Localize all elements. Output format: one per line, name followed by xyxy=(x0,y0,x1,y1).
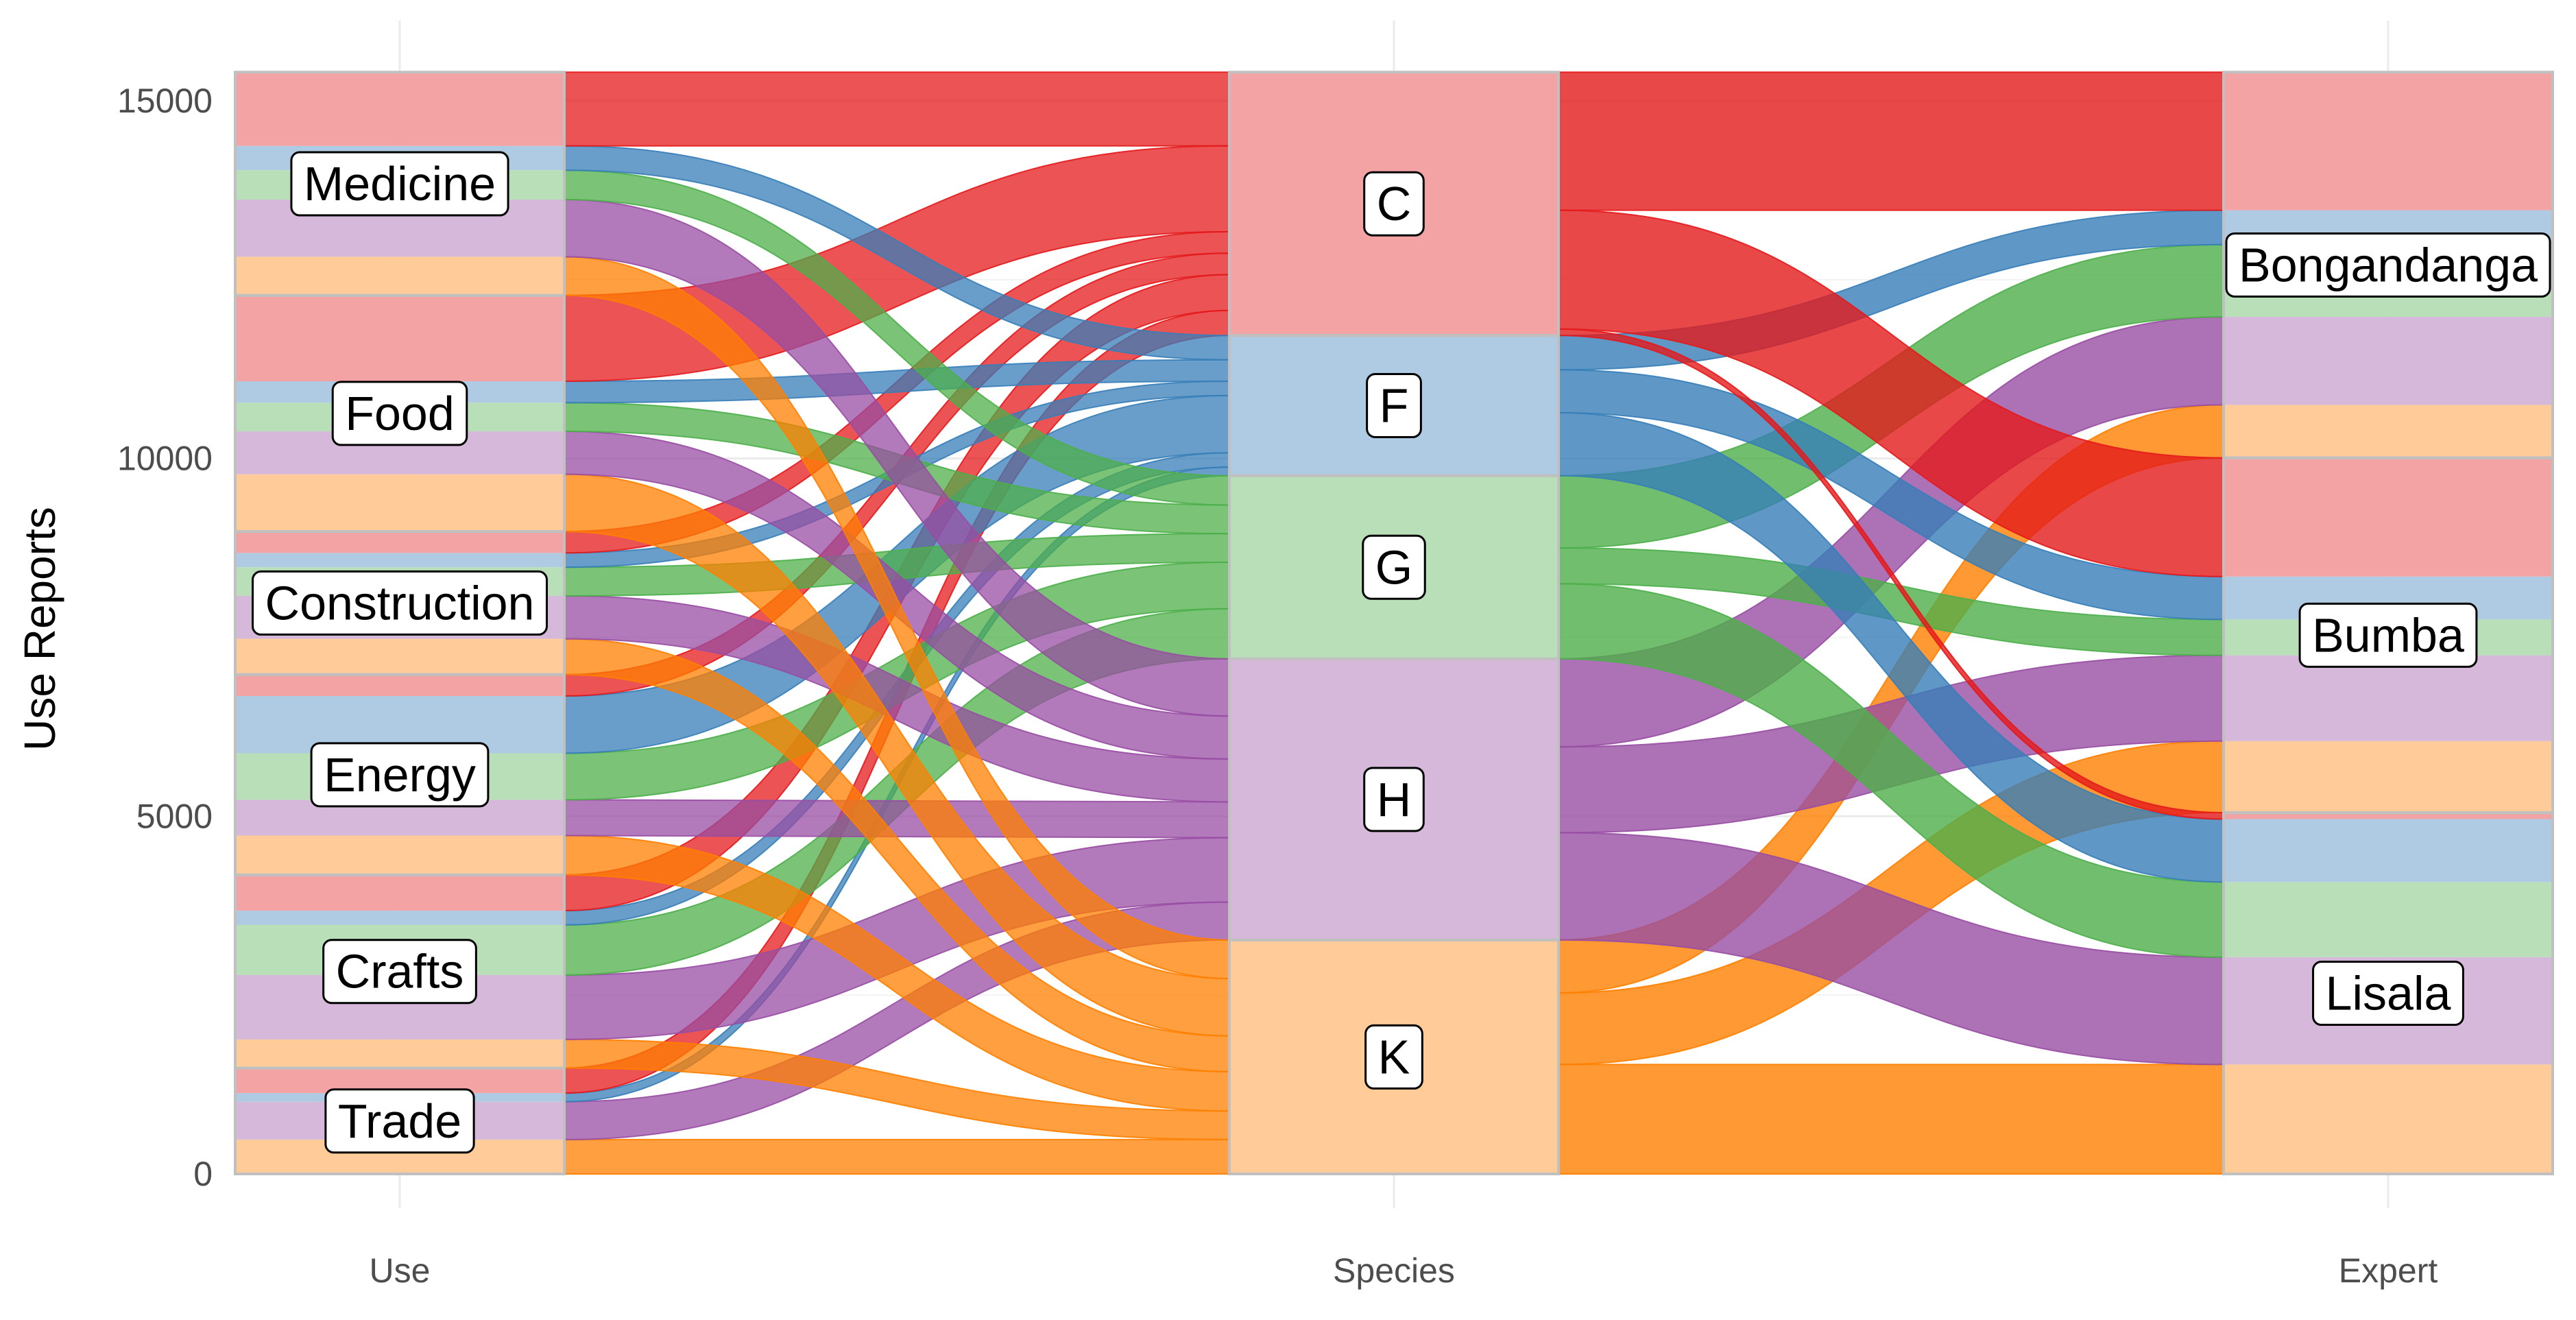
use-band-construction-c xyxy=(235,531,564,553)
use-band-energy-c xyxy=(235,674,564,697)
label-species-h: H xyxy=(1363,767,1425,832)
label-text: Energy xyxy=(324,748,476,802)
label-text: Construction xyxy=(265,576,535,629)
label-box xyxy=(2298,602,2478,668)
x-tick-label-expert: Expert xyxy=(2339,1251,2438,1290)
flow-energy-h xyxy=(564,799,1230,839)
stratum-use-medicine xyxy=(234,71,566,297)
label-box xyxy=(252,570,548,636)
label-text: Bongandanga xyxy=(2239,238,2538,291)
use-band-energy-k xyxy=(235,835,564,875)
label-use-food: Food xyxy=(331,381,468,446)
label-text: Trade xyxy=(338,1094,461,1148)
label-expert-lisala: Lisala xyxy=(2312,961,2464,1027)
use-band-food-k xyxy=(235,474,564,532)
flow-medicine-c xyxy=(564,71,1230,147)
label-use-crafts: Crafts xyxy=(322,939,477,1005)
use-band-crafts-f xyxy=(235,911,564,925)
y-tick-label: 10000 xyxy=(117,440,213,478)
label-use-construction: Construction xyxy=(252,570,548,636)
label-box xyxy=(310,742,490,808)
axis-layer: 0 5000 10000 15000 Use Species Expert xyxy=(117,82,2437,1290)
label-box xyxy=(1363,767,1425,832)
stratum-species-c xyxy=(1228,71,1560,337)
y-tick-label: 5000 xyxy=(136,797,213,835)
expert-band-bongandanga-k xyxy=(2224,405,2553,458)
y-tick-label: 15000 xyxy=(117,82,213,120)
expert-band-lisala-k xyxy=(2224,1064,2553,1174)
label-box xyxy=(1366,372,1422,438)
flow-k-lisala xyxy=(1558,1064,2224,1175)
y-axis-title: Use Reports xyxy=(15,507,64,751)
expert-band-bumba-h xyxy=(2224,655,2553,741)
label-box xyxy=(324,1088,475,1154)
label-box xyxy=(322,939,477,1005)
use-band-crafts-c xyxy=(235,874,564,911)
label-layer: Trade Crafts Energy Construction Food Medicin… xyxy=(252,151,2551,1154)
flow-c-bongandanga xyxy=(1558,71,2224,211)
label-text: K xyxy=(1378,1030,1410,1083)
expert-band-bongandanga-h xyxy=(2224,317,2553,405)
label-text: Bumba xyxy=(2312,608,2464,662)
expert-band-bongandanga-c xyxy=(2224,72,2553,211)
y-tick-label: 0 xyxy=(193,1155,213,1193)
label-box xyxy=(1363,171,1425,237)
x-tick-label-species: Species xyxy=(1333,1251,1455,1290)
label-species-c: C xyxy=(1363,171,1425,237)
expert-band-bumba-k xyxy=(2224,741,2553,813)
expert-band-lisala-g xyxy=(2224,882,2553,957)
label-species-g: G xyxy=(1362,534,1426,600)
label-text: Lisala xyxy=(2326,967,2451,1020)
label-text: H xyxy=(1377,773,1412,826)
expert-band-lisala-f xyxy=(2224,819,2553,883)
stratum-expert-bongandanga xyxy=(2222,71,2554,459)
label-box xyxy=(331,381,468,446)
expert-band-lisala-c xyxy=(2224,813,2553,819)
label-use-energy: Energy xyxy=(310,742,490,808)
use-band-construction-k xyxy=(235,638,564,675)
use-band-construction-f xyxy=(235,553,564,568)
use-band-medicine-c xyxy=(235,72,564,146)
label-species-f: F xyxy=(1366,372,1422,438)
x-tick-label-use: Use xyxy=(370,1251,431,1290)
use-band-crafts-k xyxy=(235,1039,564,1068)
label-text: Food xyxy=(345,387,455,440)
label-box xyxy=(1362,534,1426,600)
flow-trade-k xyxy=(564,1138,1230,1175)
label-use-trade: Trade xyxy=(324,1088,475,1154)
label-text: G xyxy=(1375,540,1412,594)
label-box xyxy=(2225,232,2551,298)
label-text: Medicine xyxy=(304,157,496,211)
label-expert-bongandanga: Bongandanga xyxy=(2225,232,2551,298)
label-use-medicine: Medicine xyxy=(290,151,509,217)
flow-layer xyxy=(564,71,2224,1175)
use-band-food-c xyxy=(235,295,564,381)
label-text: Crafts xyxy=(336,945,464,998)
label-text: F xyxy=(1380,379,1409,432)
label-box xyxy=(2312,961,2464,1027)
label-species-k: K xyxy=(1364,1024,1423,1090)
label-box xyxy=(290,151,509,217)
label-expert-bumba: Bumba xyxy=(2298,602,2478,668)
label-box xyxy=(1364,1024,1423,1090)
expert-band-bumba-c xyxy=(2224,457,2553,577)
use-band-medicine-k xyxy=(235,256,564,296)
label-text: C xyxy=(1377,177,1412,230)
